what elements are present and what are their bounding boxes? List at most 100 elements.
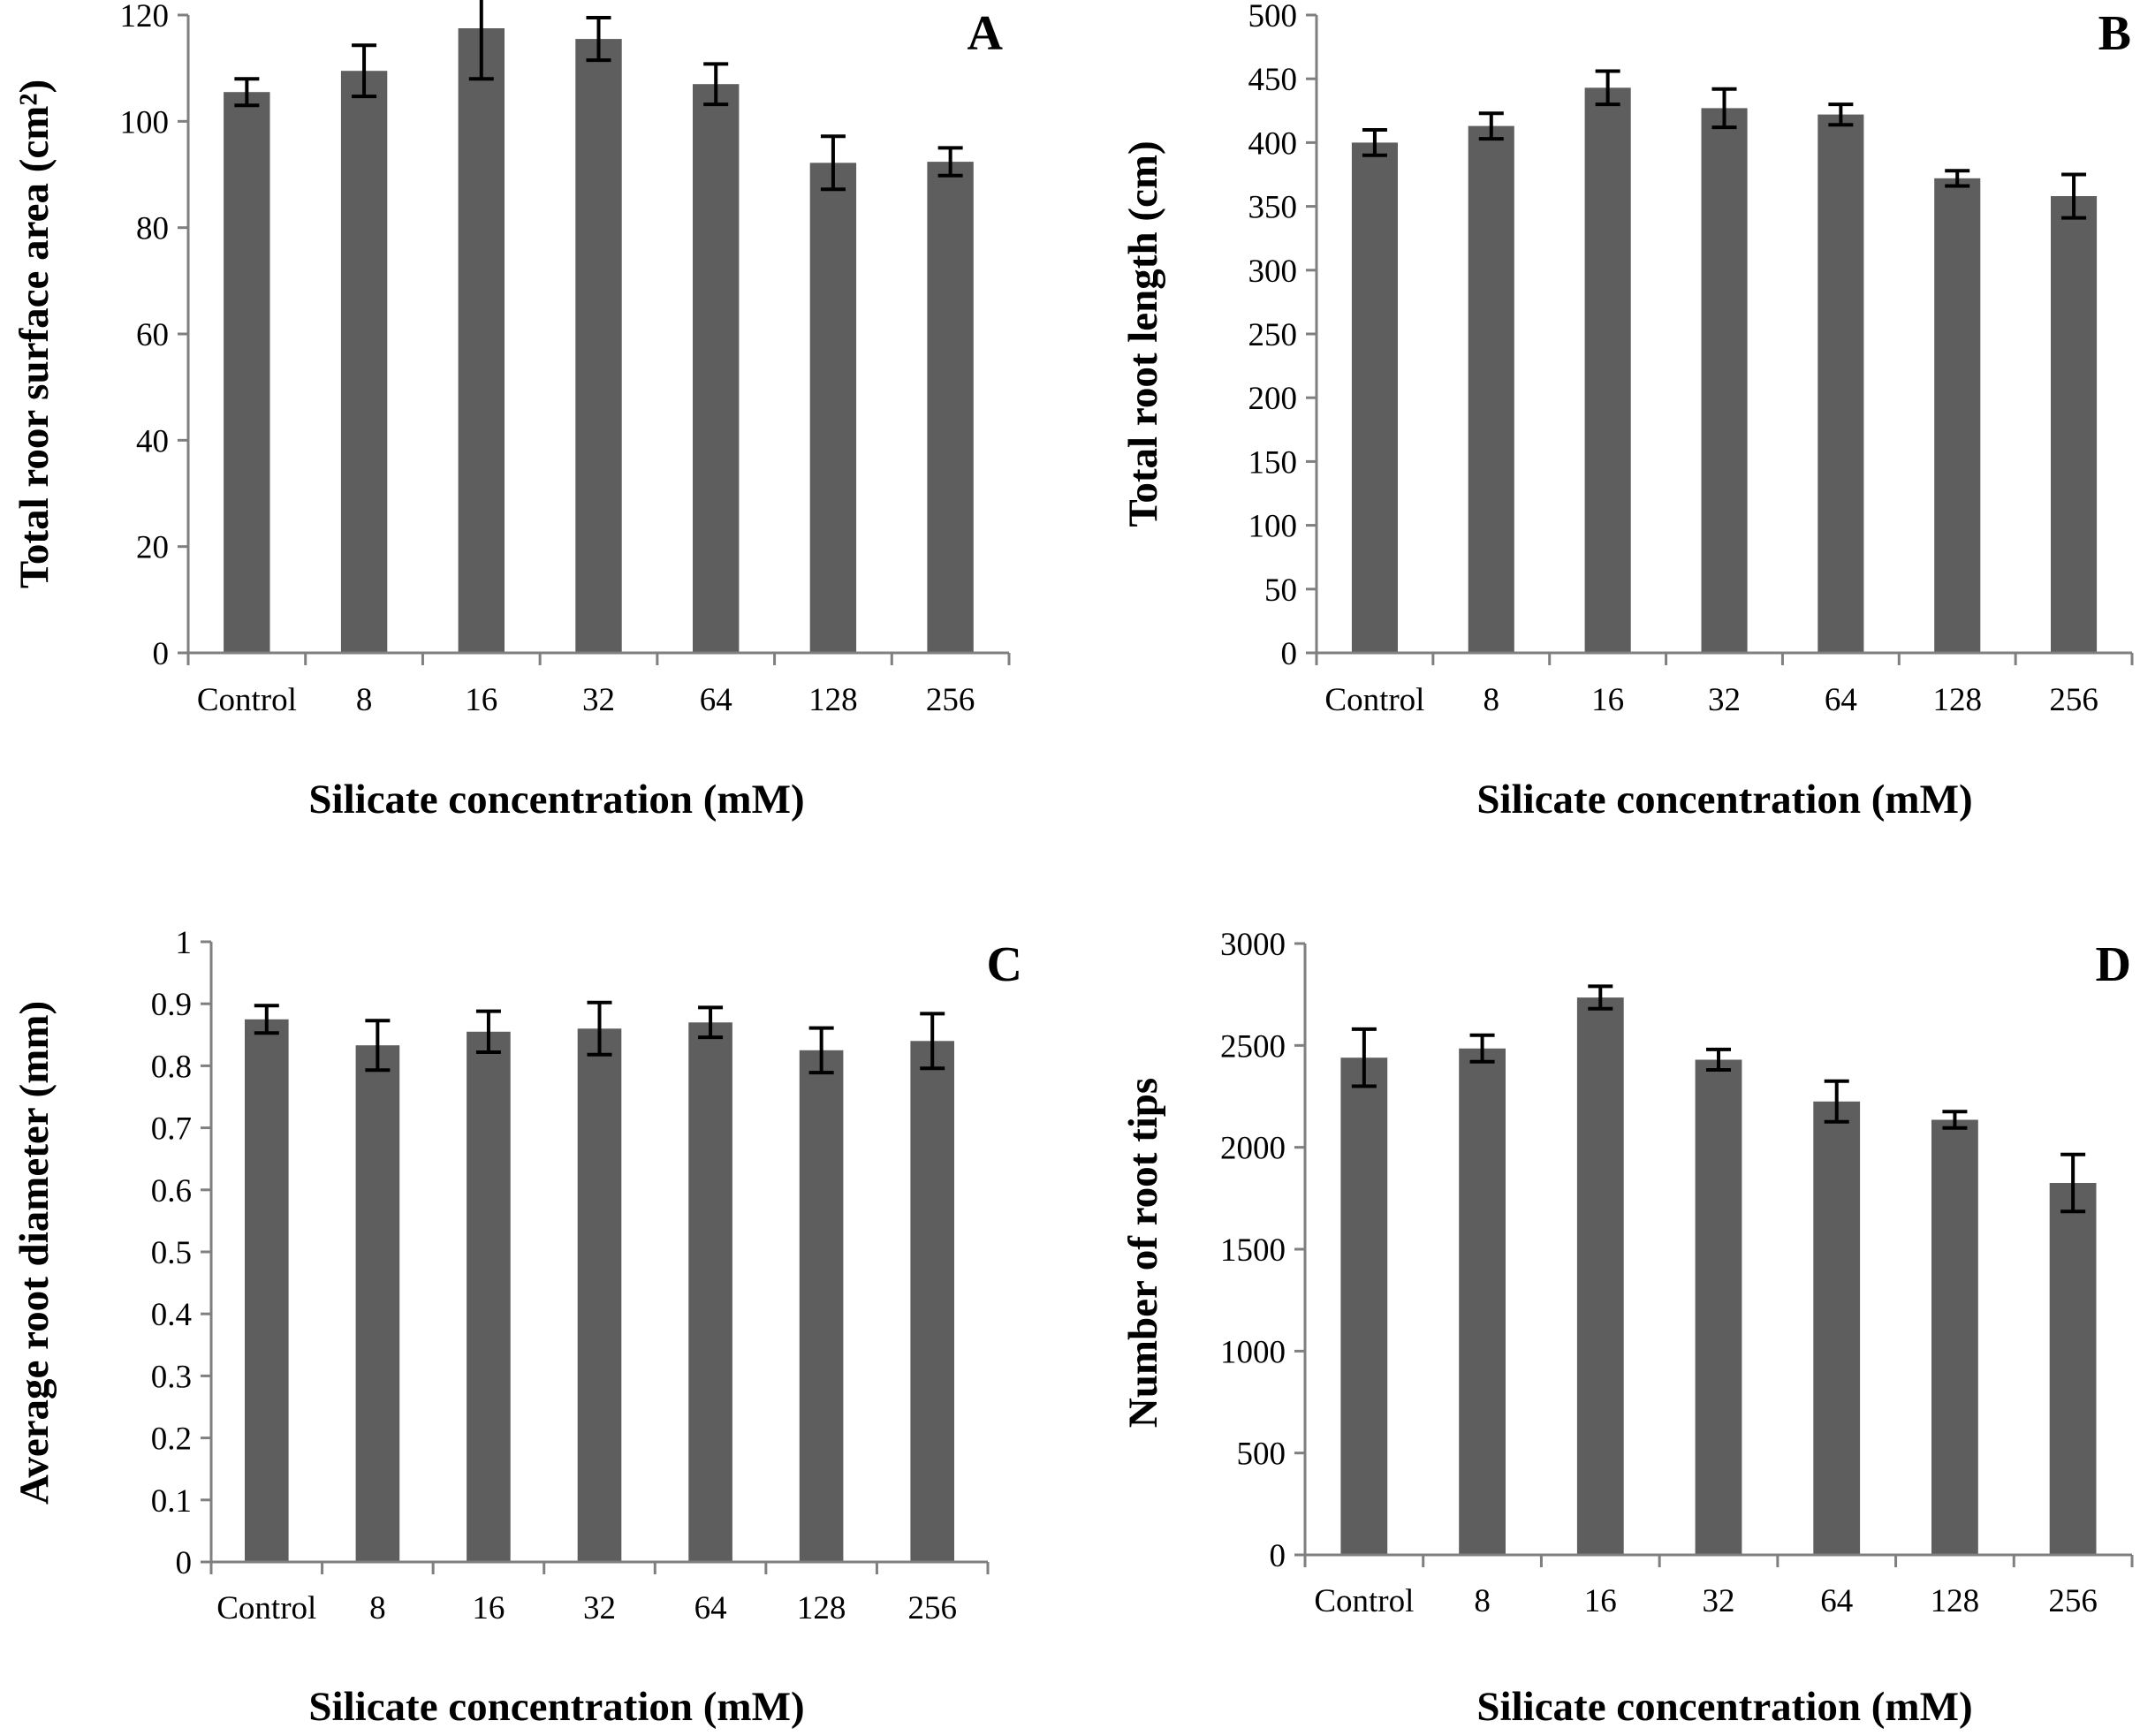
y-tick-label: 0.3 [151, 1359, 192, 1395]
chart-panel-d: 0 500 1000 1500 2000 2500 3000 Control 8 16 32 64 12… [1120, 927, 2134, 1730]
x-axis-title: Silicate concentration (mM) [308, 1684, 804, 1730]
bar-c-128 [799, 1050, 844, 1562]
y-tick-label: 0.1 [151, 1483, 192, 1520]
bar-d-64 [1813, 1101, 1861, 1555]
x-category-label: 128 [797, 1590, 846, 1626]
error-bar-c-256 [920, 1012, 945, 1071]
y-tick-label: 60 [136, 317, 169, 353]
error-bar-d-16 [1588, 984, 1613, 1011]
y-axis-title: Number of root tips [1120, 1078, 1166, 1428]
error-bar-d-32 [1706, 1047, 1731, 1072]
bar-a-32 [575, 39, 622, 654]
x-category-label: 8 [369, 1590, 386, 1626]
bar-c-control [245, 1019, 289, 1563]
chart-panel-b: 0 50 100 150 200 250 300 350 400 450 500 Control 8 16… [1120, 0, 2134, 823]
y-tick-label: 0.7 [151, 1111, 192, 1148]
y-tick-label: 3000 [1220, 927, 1286, 963]
x-category-label: 64 [694, 1590, 727, 1626]
y-tick-label: 0.2 [151, 1421, 192, 1458]
x-category-label: 256 [2049, 682, 2098, 718]
error-bar-b-128 [1945, 169, 1970, 188]
error-bar-d-128 [1942, 1110, 1968, 1130]
error-bar-a-32 [586, 16, 611, 63]
bar-a-control [224, 92, 270, 653]
x-category-label: 64 [1820, 1583, 1853, 1619]
bar-d-control [1340, 1058, 1388, 1555]
y-tick-label: 20 [136, 530, 169, 566]
error-bar-b-256 [2061, 172, 2087, 220]
y-tick-label: 100 [120, 104, 170, 140]
y-tick-label: 0 [153, 636, 170, 672]
bar-a-8 [340, 71, 388, 653]
error-bar-a-256 [937, 146, 963, 178]
error-bar-b-64 [1828, 102, 1854, 127]
x-category-label: 32 [1708, 682, 1741, 718]
x-category-label: 64 [700, 682, 732, 718]
error-bar-c-8 [365, 1019, 391, 1073]
bar-d-256 [2049, 1183, 2097, 1555]
bar-d-32 [1695, 1059, 1742, 1555]
x-category-label: 8 [356, 682, 373, 718]
bar-b-128 [1934, 178, 1981, 654]
y-tick-label: 1000 [1220, 1334, 1286, 1370]
x-category-label: 16 [465, 682, 497, 718]
x-category-label: 16 [1591, 682, 1624, 718]
y-tick-label: 2000 [1220, 1131, 1286, 1167]
y-tick-label: 50 [1264, 572, 1297, 609]
error-bar-b-control [1362, 128, 1387, 157]
bar-a-256 [927, 162, 974, 654]
x-category-label: 128 [1932, 682, 1982, 718]
error-bar-c-control [254, 1004, 279, 1035]
error-bar-a-128 [820, 134, 846, 192]
x-category-label: 16 [1584, 1583, 1617, 1619]
error-bar-d-64 [1824, 1079, 1849, 1124]
error-bar-a-8 [352, 43, 377, 99]
bar-c-16 [467, 1031, 511, 1562]
x-axis-title: Silicate concentration (mM) [308, 777, 804, 823]
bar-a-16 [458, 28, 505, 653]
y-axis-title: Total roor surface area (cm²) [11, 80, 57, 588]
x-category-label: 64 [1825, 682, 1857, 718]
y-tick-label: 100 [1248, 509, 1298, 545]
x-category-label: 16 [472, 1590, 505, 1626]
error-bar-c-128 [808, 1026, 834, 1075]
y-tick-label: 0.6 [151, 1173, 192, 1209]
y-tick-label: 1 [176, 925, 193, 961]
y-tick-label: 150 [1248, 444, 1298, 481]
y-axis-title: Total root length (cm) [1120, 140, 1166, 527]
x-category-label: 128 [1931, 1583, 1980, 1619]
y-tick-label: 0.5 [151, 1235, 192, 1271]
bar-d-8 [1459, 1048, 1506, 1555]
error-bar-b-16 [1595, 69, 1620, 107]
panel-letter: B [2098, 6, 2131, 61]
chart-panel-a: 0 20 40 60 80 100 120 Control 8 16 32 64 128 256 Silic… [11, 0, 1011, 823]
x-category-label: Control [1314, 1583, 1414, 1619]
x-category-label: 8 [1484, 682, 1500, 718]
error-bar-b-8 [1478, 111, 1504, 141]
y-axis-title: Average root diameter (mm) [11, 1001, 57, 1505]
bar-c-256 [910, 1041, 954, 1562]
bar-b-256 [2051, 196, 2098, 653]
x-category-label: 256 [2048, 1583, 2098, 1619]
y-tick-label: 120 [120, 0, 170, 34]
bar-b-32 [1701, 108, 1748, 653]
x-category-label: 128 [808, 682, 858, 718]
error-bar-c-64 [698, 1005, 724, 1040]
bar-b-8 [1468, 125, 1514, 654]
y-tick-label: 0.9 [151, 987, 192, 1023]
y-tick-label: 0.4 [151, 1297, 192, 1333]
x-axis-title: Silicate concentration (mM) [1476, 777, 1972, 823]
error-bar-a-64 [703, 62, 729, 107]
x-category-label: Control [197, 682, 297, 718]
panel-letter: D [2096, 937, 2131, 992]
panel-letter: C [987, 937, 1022, 992]
x-category-label: Control [1324, 682, 1424, 718]
error-bar-c-16 [475, 1009, 501, 1054]
y-tick-label: 250 [1248, 317, 1298, 353]
y-tick-label: 40 [136, 423, 169, 459]
x-axis-title: Silicate concentration (mM) [1476, 1684, 1972, 1730]
y-tick-label: 350 [1248, 190, 1298, 226]
error-bar-c-32 [587, 1000, 612, 1057]
